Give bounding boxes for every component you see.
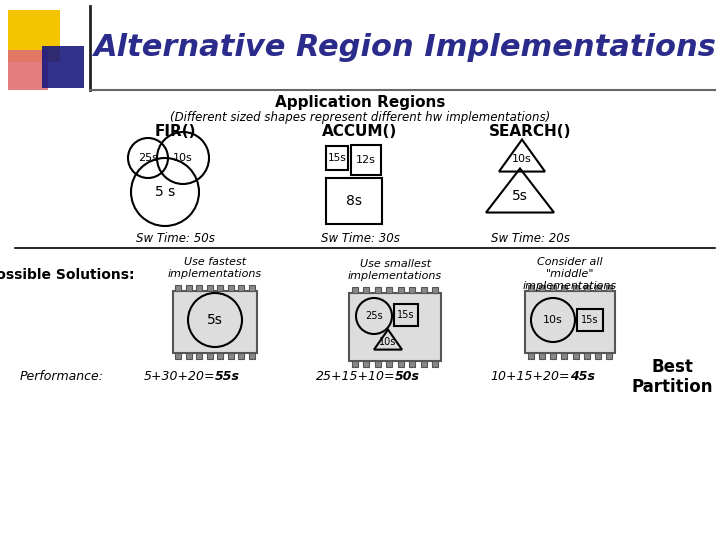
Bar [397,287,404,293]
Bar [238,285,244,291]
Bar [572,353,579,359]
Bar [595,353,601,359]
Bar [352,287,358,293]
Text: 50s: 50s [395,370,420,383]
Text: 12s: 12s [356,155,376,165]
Text: 5 s: 5 s [155,185,175,199]
Bar [197,353,202,359]
Bar [394,304,418,326]
Text: 25s: 25s [138,153,158,163]
Text: 15s: 15s [581,315,599,325]
Bar [42,46,84,88]
Text: 15s: 15s [328,153,346,163]
Text: Best
Partition: Best Partition [631,357,713,396]
Bar [228,353,234,359]
Bar [397,361,404,367]
Bar [175,285,181,291]
Bar [228,285,234,291]
Bar [528,353,534,359]
Bar [550,285,556,291]
Bar [207,353,212,359]
Bar [186,285,192,291]
Bar [364,287,369,293]
Text: 8s: 8s [346,194,362,208]
Bar [550,353,556,359]
Bar [349,293,441,361]
Bar [606,353,613,359]
Bar [420,287,427,293]
Bar [386,287,392,293]
Text: Application Regions: Application Regions [275,94,445,110]
Bar [351,145,381,175]
Text: (Different sized shapes represent different hw implementations): (Different sized shapes represent differ… [170,111,550,124]
Bar [595,285,601,291]
Bar [8,50,48,90]
Text: 15s: 15s [397,310,415,320]
Bar [409,287,415,293]
Text: FIR(): FIR() [154,125,196,139]
Text: 25+15+10=: 25+15+10= [315,370,395,383]
Bar [432,287,438,293]
Bar [207,285,212,291]
Bar [364,361,369,367]
Text: Performance:: Performance: [20,370,104,383]
Text: Consider all
"middle"
implementations: Consider all "middle" implementations [523,258,617,291]
Text: SEARCH(): SEARCH() [489,125,571,139]
Text: Use fastest
implementations: Use fastest implementations [168,257,262,279]
Bar [248,353,255,359]
Text: 10s: 10s [379,337,397,347]
Text: Alternative Region Implementations: Alternative Region Implementations [94,33,716,63]
Text: Sw Time: 20s: Sw Time: 20s [490,232,570,245]
Bar [173,291,257,353]
Text: 10s: 10s [543,315,563,325]
Text: 5s: 5s [512,189,528,203]
Bar [326,146,348,170]
Bar [409,361,415,367]
Text: 10s: 10s [512,154,532,164]
Text: 10s: 10s [173,153,193,163]
Bar [374,287,381,293]
Bar [326,178,382,224]
Text: Sw Time: 50s: Sw Time: 50s [135,232,215,245]
Bar [539,285,545,291]
Bar [238,353,244,359]
Bar [562,285,567,291]
Text: 5+30+20=: 5+30+20= [143,370,215,383]
Bar [562,353,567,359]
Text: 5s: 5s [207,313,223,327]
Bar [352,361,358,367]
Bar [197,285,202,291]
Bar [539,353,545,359]
Bar [175,353,181,359]
Bar [186,353,192,359]
Bar [577,309,603,331]
Text: Sw Time: 30s: Sw Time: 30s [320,232,400,245]
Text: 55s: 55s [215,370,240,383]
Bar [248,285,255,291]
Text: ACCUM(): ACCUM() [323,125,397,139]
Text: Possible Solutions:: Possible Solutions: [0,268,134,282]
Bar [217,353,223,359]
Bar [525,291,615,353]
Bar [217,285,223,291]
Text: Use smallest
implementations: Use smallest implementations [348,259,442,281]
Text: 25s: 25s [365,311,383,321]
Bar [528,285,534,291]
Bar [374,361,381,367]
Bar [432,361,438,367]
Text: 45s: 45s [570,370,595,383]
Bar [8,10,60,62]
Text: 10+15+20=: 10+15+20= [490,370,570,383]
Bar [584,353,590,359]
Bar [572,285,579,291]
Bar [386,361,392,367]
Bar [606,285,613,291]
Bar [584,285,590,291]
Bar [420,361,427,367]
